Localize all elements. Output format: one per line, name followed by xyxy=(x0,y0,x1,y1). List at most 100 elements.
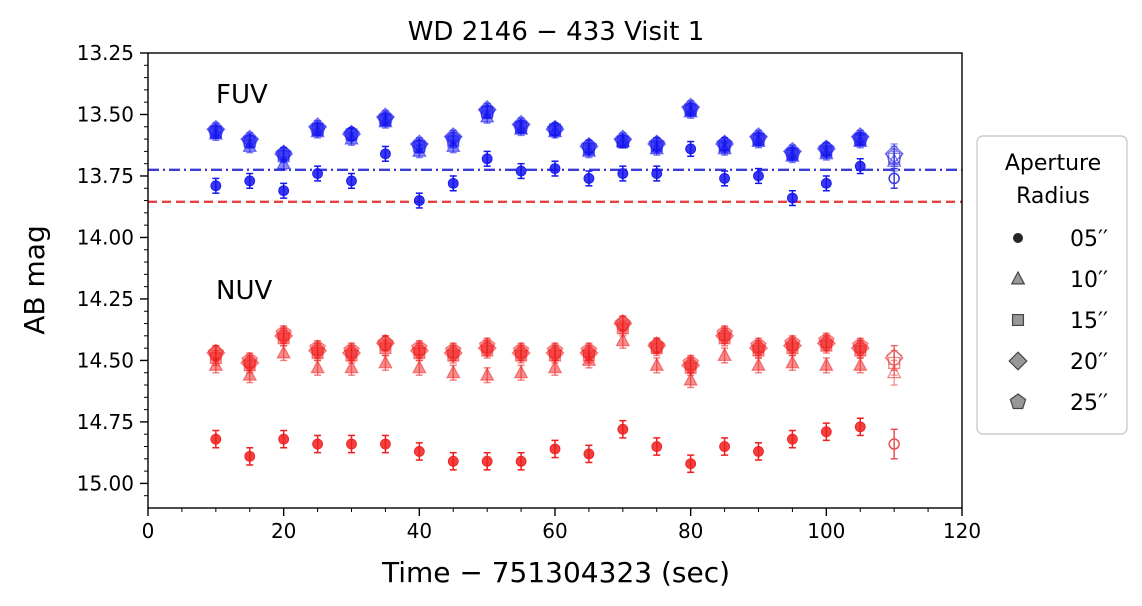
data-point xyxy=(377,334,394,351)
x-tick-label: 60 xyxy=(542,519,567,543)
data-point xyxy=(818,332,835,348)
data-point xyxy=(207,344,225,361)
data-point xyxy=(750,130,767,147)
legend-label: 05′′ xyxy=(1070,227,1108,252)
data-point xyxy=(275,324,292,341)
legend-marker-square xyxy=(1011,313,1025,327)
data-point xyxy=(447,177,459,189)
data-point xyxy=(515,165,527,177)
data-point xyxy=(309,120,326,137)
data-point xyxy=(380,438,391,450)
data-point xyxy=(820,177,832,189)
legend-label: 10′′ xyxy=(1070,268,1108,293)
data-point xyxy=(547,359,563,374)
data-point xyxy=(411,137,428,154)
data-point xyxy=(378,354,393,369)
y-tick-label: 13.25 xyxy=(77,41,134,65)
data-point xyxy=(344,359,359,374)
data-point xyxy=(648,135,666,152)
legend-marker-triangle xyxy=(1010,270,1026,285)
data-point xyxy=(412,359,427,374)
legend-title-line1: Aperture xyxy=(1005,151,1101,176)
data-point xyxy=(885,349,903,366)
data-point xyxy=(751,357,766,371)
legend-title-line2: Radius xyxy=(1016,184,1090,209)
data-point xyxy=(651,168,663,179)
data-point xyxy=(583,173,595,184)
y-axis-label: AB mag xyxy=(18,225,51,334)
y-tick-label: 15.00 xyxy=(77,471,134,495)
data-point xyxy=(478,336,496,353)
data-point xyxy=(685,458,697,470)
x-tick-label: 120 xyxy=(943,519,981,543)
fuv-band-label: FUV xyxy=(216,80,268,110)
legend-label: 15′′ xyxy=(1070,309,1108,334)
data-point xyxy=(444,341,462,358)
data-point xyxy=(346,438,357,450)
data-point xyxy=(716,135,733,152)
data-point xyxy=(614,314,632,331)
legend-marker-pentagon xyxy=(1009,393,1027,410)
data-point xyxy=(854,160,866,172)
data-point xyxy=(580,341,598,358)
legend-entries: 05′′ 10′′ 15′′ 20′′ 25′′ xyxy=(1008,227,1108,416)
series-nuv-pentagon xyxy=(207,314,903,372)
data-point xyxy=(512,341,530,358)
data-point xyxy=(278,433,290,445)
y-tick-label: 13.50 xyxy=(77,102,134,126)
data-point xyxy=(546,341,564,358)
x-tick-label: 80 xyxy=(678,519,703,543)
data-point xyxy=(447,455,459,467)
data-point xyxy=(276,344,291,359)
data-point xyxy=(310,359,325,374)
data-point xyxy=(682,100,699,117)
data-point xyxy=(546,120,564,137)
data-point xyxy=(617,168,629,179)
data-point xyxy=(717,347,732,362)
data-point xyxy=(888,438,900,450)
data-point xyxy=(411,339,428,356)
data-point xyxy=(445,364,461,379)
legend-marker-diamond xyxy=(1008,351,1028,371)
data-point xyxy=(787,192,798,204)
data-point xyxy=(614,132,632,149)
data-point xyxy=(617,423,629,435)
data-point xyxy=(377,110,394,127)
y-tick-label: 13.75 xyxy=(77,164,134,188)
legend-label: 25′′ xyxy=(1070,391,1108,416)
x-tick-label: 0 xyxy=(142,519,155,543)
data-point xyxy=(716,324,733,341)
chart-title: WD 2146 − 433 Visit 1 xyxy=(408,17,705,47)
data-point xyxy=(312,438,323,450)
data-point xyxy=(886,364,902,379)
data-point xyxy=(210,433,222,445)
data-marks xyxy=(206,97,904,474)
data-point xyxy=(478,103,496,120)
legend-label: 20′′ xyxy=(1070,350,1108,375)
data-point xyxy=(481,153,493,165)
data-point xyxy=(719,173,730,184)
data-point xyxy=(819,357,834,371)
data-point xyxy=(380,148,391,160)
series-nuv-circle xyxy=(210,417,900,474)
data-point xyxy=(648,336,666,353)
data-point xyxy=(207,122,225,139)
data-point xyxy=(888,172,900,185)
data-point xyxy=(615,332,631,347)
data-point xyxy=(787,433,798,445)
data-point xyxy=(851,130,869,147)
data-point xyxy=(346,175,357,187)
data-point xyxy=(549,443,561,455)
series-fuv-pentagon xyxy=(207,100,903,167)
data-point xyxy=(513,364,529,379)
data-point xyxy=(580,137,598,154)
data-point xyxy=(682,354,699,370)
data-point xyxy=(649,357,665,371)
x-axis-ticks: 0 20 40 60 80 100 120 xyxy=(142,508,981,543)
series-fuv-circle xyxy=(210,140,900,209)
data-point xyxy=(343,125,360,142)
x-tick-label: 40 xyxy=(407,519,432,543)
data-point xyxy=(512,118,530,134)
data-point xyxy=(685,143,697,155)
